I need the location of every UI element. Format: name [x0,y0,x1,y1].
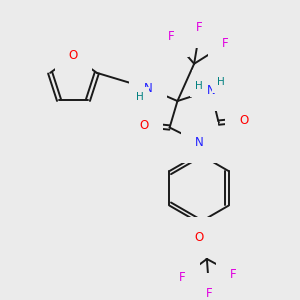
Text: F: F [168,30,175,43]
Text: O: O [239,114,249,127]
Text: O: O [69,50,78,62]
Text: F: F [222,37,229,50]
Text: F: F [179,271,186,284]
Text: H: H [195,81,203,91]
Text: N: N [144,82,152,95]
Text: O: O [140,119,149,132]
Text: H: H [136,92,144,102]
Text: N: N [206,84,215,97]
Text: H: H [217,77,224,87]
Text: N: N [195,136,203,149]
Text: O: O [194,231,204,244]
Text: F: F [230,268,237,281]
Text: F: F [206,287,212,300]
Text: F: F [196,21,202,34]
